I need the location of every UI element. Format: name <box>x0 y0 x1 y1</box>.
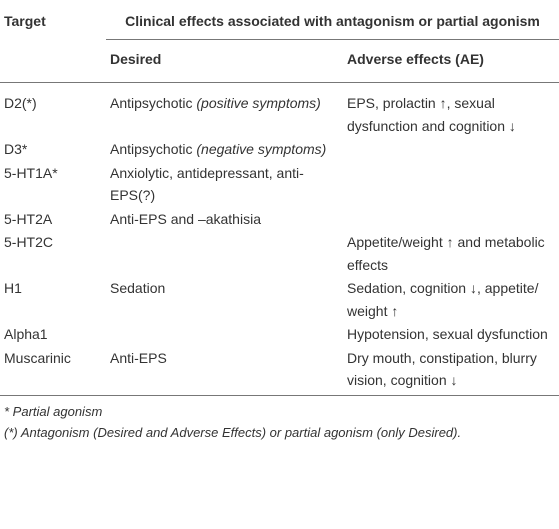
adverse-text: EPS, prolactin ↑, sexual dysfunction and… <box>347 95 516 134</box>
desired-note: (positive symptoms) <box>196 95 321 111</box>
adverse-cell: Sedation, cognition ↓, appetite/ weight … <box>343 277 559 323</box>
adverse-text: Dry mouth, constipation, blurry vision, … <box>347 349 537 389</box>
adverse-cell: EPS, prolactin ↑, sexual dysfunction and… <box>343 83 559 139</box>
target-cell: D3* <box>4 141 28 157</box>
target-cell: Alpha1 <box>4 326 48 342</box>
adverse-cell <box>343 162 559 208</box>
header-adverse: Adverse effects (AE) <box>347 50 484 67</box>
desired-note: (negative symptoms) <box>196 141 327 157</box>
header-clinical: Clinical effects associated with antagon… <box>106 0 559 40</box>
row: Alpha1 Hypotension, sexual dysfunction <box>0 323 559 347</box>
footnote: (*) Antagonism (Desired and Adverse Effe… <box>4 424 462 440</box>
header-desired: Desired <box>110 50 162 67</box>
adverse-cell: Appetite/weight ↑ and metabolic effects <box>343 231 559 277</box>
desired-cell: Anxiolytic, antidepressant, anti-EPS(?) <box>106 162 343 208</box>
row: 5-HT2A Anti-EPS and –akathisia <box>0 208 559 232</box>
row: H1 Sedation Sedation, cognition ↓, appetit… <box>0 277 559 323</box>
target-cell: 5-HT2C <box>4 234 54 250</box>
header-target: Target <box>4 13 46 29</box>
row: Muscarinic Anti-EPS Dry mouth, constipatio… <box>0 347 559 396</box>
target-cell: H1 <box>4 280 22 296</box>
row: D2(*) Antipsychotic (positive symptoms) EP… <box>0 83 559 139</box>
desired-cell: Sedation <box>106 277 343 323</box>
desired-text: Sedation <box>110 280 166 296</box>
adverse-cell: Hypotension, sexual dysfunction <box>343 323 559 347</box>
desired-cell <box>106 323 343 347</box>
desired-cell: Anti-EPS <box>106 347 343 396</box>
adverse-cell <box>343 208 559 232</box>
desired-text: Anxiolytic, antidepressant, anti-EPS(?) <box>110 164 304 204</box>
adverse-text: Sedation, cognition ↓, appetite/ weight … <box>347 280 539 319</box>
desired-cell: Antipsychotic (negative symptoms) <box>106 138 343 162</box>
desired-cell <box>106 231 343 277</box>
desired-text: Anti-EPS and –akathisia <box>110 210 261 227</box>
adverse-cell: Dry mouth, constipation, blurry vision, … <box>343 347 559 396</box>
adverse-text: Appetite/weight ↑ and metabolic effects <box>347 234 545 273</box>
row: 5-HT1A* Anxiolytic, antidepressant, anti-… <box>0 162 559 208</box>
row: D3* Antipsychotic (negative symptoms) <box>0 138 559 162</box>
target-cell: Muscarinic <box>4 349 71 366</box>
adverse-text: Hypotension, sexual dysfunction <box>347 326 548 342</box>
row: 5-HT2C Appetite/weight ↑ and metabolic ef… <box>0 231 559 277</box>
desired-text: Antipsychotic <box>110 141 193 157</box>
desired-text: Anti-EPS <box>110 349 167 366</box>
desired-cell: Anti-EPS and –akathisia <box>106 208 343 232</box>
desired-cell: Antipsychotic (positive symptoms) <box>106 83 343 139</box>
target-cell: D2(*) <box>4 95 37 111</box>
target-cell: 5-HT1A* <box>4 164 58 181</box>
adverse-cell <box>343 138 559 162</box>
desired-text: Antipsychotic <box>110 95 193 111</box>
target-cell: 5-HT2A <box>4 210 53 227</box>
table: Target Clinical effects associated with … <box>0 0 559 396</box>
footnote: * Partial agonism <box>4 403 103 419</box>
